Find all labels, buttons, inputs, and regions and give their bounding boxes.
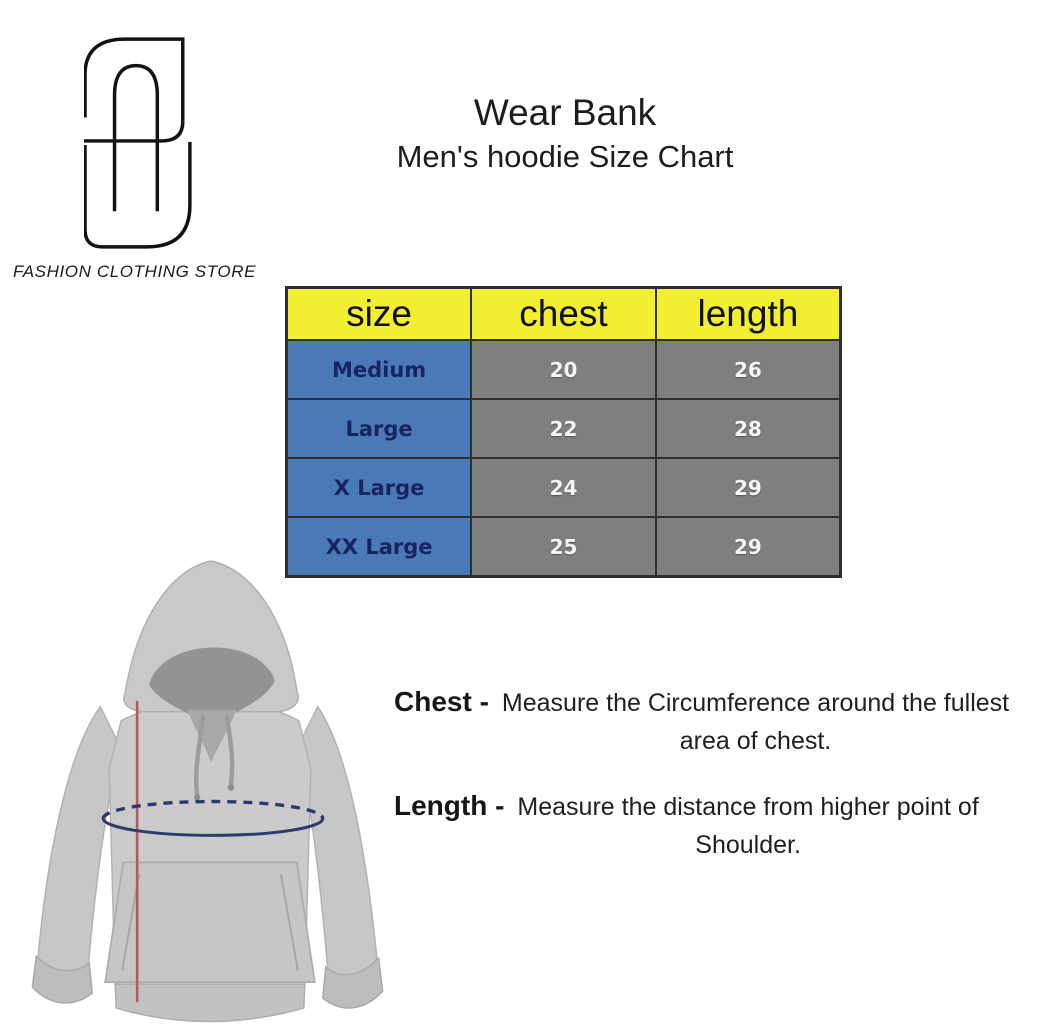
size-chart-table: size chest length Medium 20 26 Large 22 …: [285, 286, 842, 578]
size-label: XX Large: [285, 516, 473, 578]
col-header-size: size: [285, 286, 473, 341]
length-value: 28: [654, 398, 842, 459]
chest-note: Chest - Measure the Circumference around…: [394, 684, 1009, 760]
chest-value: 20: [470, 339, 657, 400]
chest-value: 25: [470, 516, 657, 578]
table-row: X Large 24 29: [285, 457, 842, 518]
title-block: Wear Bank Men's hoodie Size Chart: [275, 92, 855, 177]
length-note-label: Length -: [394, 790, 505, 821]
length-note-line1: Measure the distance from higher point o…: [517, 793, 979, 821]
hoodie-illustration: [31, 560, 384, 1023]
size-label: X Large: [285, 457, 473, 518]
chest-indicator-ellipse: [101, 799, 325, 819]
length-note-line2: Shoulder.: [695, 831, 801, 859]
chest-value: 22: [470, 398, 657, 459]
brand-logo: [83, 36, 196, 252]
length-value: 29: [654, 457, 842, 518]
chest-value: 24: [470, 457, 657, 518]
col-header-length: length: [654, 286, 842, 341]
hoodie-image: [25, 557, 395, 1036]
page-subtitle: Men's hoodie Size Chart: [396, 139, 734, 174]
page-title: Wear Bank: [473, 92, 657, 133]
table-header-row: size chest length: [285, 286, 842, 341]
table-row: XX Large 25 29: [285, 516, 842, 578]
chest-note-text: Measure the Circumference around the ful…: [502, 684, 1009, 760]
length-note-text: Measure the distance from higher point o…: [517, 788, 978, 864]
chest-note-label: Chest -: [394, 686, 489, 717]
monogram-icon: [83, 37, 192, 249]
table-row: Medium 20 26: [285, 339, 842, 400]
length-note: Length - Measure the distance from highe…: [394, 788, 979, 864]
chest-note-line2: area of chest.: [679, 727, 832, 755]
length-value: 29: [654, 516, 842, 578]
size-label: Large: [285, 398, 473, 459]
table-row: Large 22 28: [285, 398, 842, 459]
size-label: Medium: [285, 339, 473, 400]
chest-note-line1: Measure the Circumference around the ful…: [501, 689, 1010, 717]
brand-tagline: FASHION CLOTHING STORE: [13, 262, 257, 281]
length-value: 26: [654, 339, 842, 400]
col-header-chest: chest: [470, 286, 657, 341]
